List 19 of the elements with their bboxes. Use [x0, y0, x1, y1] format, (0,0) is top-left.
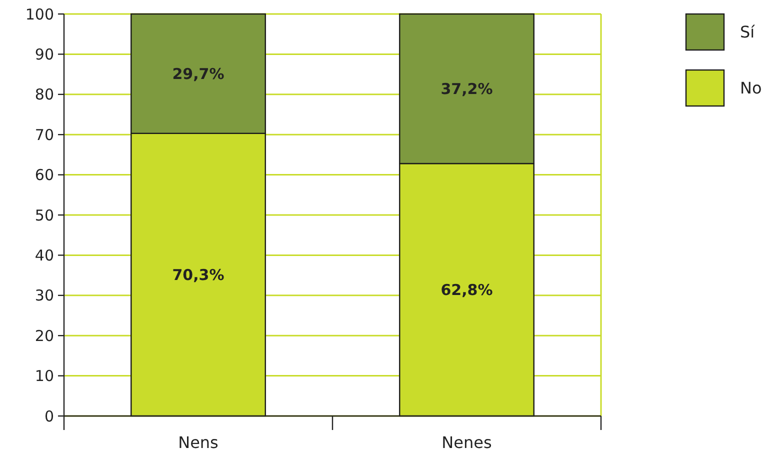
y-tick-label: 40 [34, 246, 54, 264]
y-tick-label: 30 [34, 286, 54, 305]
data-label: 62,8% [440, 281, 493, 300]
y-tick-label: 50 [34, 206, 54, 224]
y-tick-label: 60 [34, 166, 54, 184]
y-tick-label: 0 [44, 407, 54, 426]
data-label: 70,3% [172, 266, 224, 284]
legend-label: Sí [740, 22, 756, 42]
legend-label: No [740, 78, 762, 98]
data-label: 37,2% [440, 80, 493, 98]
y-tick-label: 20 [34, 326, 54, 345]
y-tick-label: 70 [34, 126, 54, 144]
y-tick-label: 80 [34, 86, 54, 104]
x-tick-label: Nenes [442, 433, 492, 452]
x-tick-label: Nens [178, 433, 218, 452]
y-tick-label: 90 [34, 45, 54, 64]
y-tick-label: 10 [34, 367, 54, 386]
data-label: 29,7% [172, 64, 224, 83]
y-tick-label: 100 [25, 5, 54, 24]
